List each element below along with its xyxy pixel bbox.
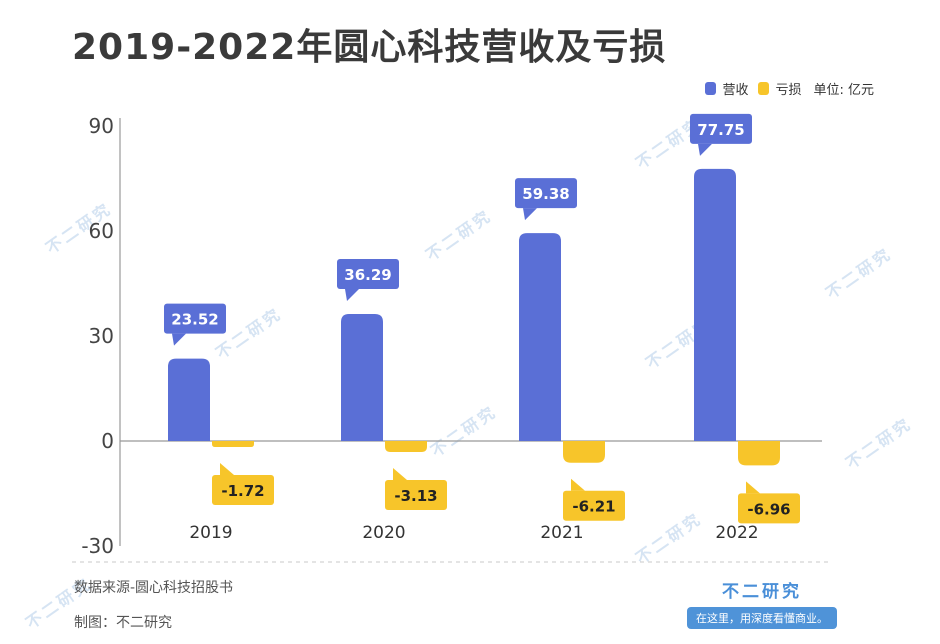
legend-label-revenue: 营收 — [722, 83, 749, 98]
loss-label-pointer — [393, 467, 407, 480]
x-tick-label: 2021 — [540, 523, 583, 543]
revenue-label-pointer — [698, 143, 712, 156]
loss-bar — [738, 441, 780, 466]
revenue-label-pointer — [345, 288, 359, 301]
revenue-bar — [519, 233, 561, 441]
chart-title: 2019-2022年圆心科技营收及亏损 — [72, 27, 667, 68]
legend-item-revenue: 营收 — [705, 79, 748, 98]
revenue-data-label: 59.38 — [522, 185, 569, 203]
loss-label-pointer — [220, 463, 234, 476]
loss-bar — [212, 441, 254, 448]
y-tick-label: 30 — [89, 324, 114, 348]
revenue-label-box — [690, 113, 752, 144]
loss-label-box — [212, 475, 274, 506]
revenue-data-label: 36.29 — [344, 266, 391, 284]
revenue-label-pointer — [172, 333, 186, 346]
revenue-bar — [168, 358, 210, 441]
data-source: 数据来源-圆心科技招股书 — [74, 580, 234, 596]
chart-axes: 90 60 30 0 -30 — [72, 114, 830, 563]
legend-swatch-loss — [758, 82, 770, 95]
legend-unit: 单位: 亿元 — [813, 83, 874, 98]
loss-label-pointer — [746, 481, 760, 494]
brand-name: 不二研究 — [722, 582, 802, 602]
x-tick-label: 2022 — [715, 523, 758, 543]
legend-label-loss: 亏损 — [775, 83, 802, 98]
revenue-label-box — [337, 258, 399, 289]
loss-data-label: -6.21 — [572, 498, 615, 516]
revenue-data-label: 23.52 — [171, 311, 218, 329]
y-tick-label: 90 — [89, 114, 114, 138]
revenue-bar — [694, 168, 736, 441]
loss-label-box — [385, 479, 447, 510]
loss-data-label: -1.72 — [221, 482, 264, 500]
y-tick-label: 0 — [101, 429, 114, 453]
revenue-bar — [341, 313, 383, 441]
legend-swatch-revenue — [705, 82, 717, 95]
brand-logo: 不二研究 在这里，用深度看懂商业。 — [687, 577, 837, 629]
loss-data-label: -6.96 — [747, 500, 790, 518]
x-tick-label: 2019 — [189, 523, 232, 543]
chart-maker: 制图：不二研究 — [74, 615, 172, 631]
revenue-label-box — [164, 303, 226, 334]
chart-bars — [168, 168, 780, 466]
revenue-label-box — [515, 178, 577, 209]
loss-bar — [563, 441, 605, 463]
y-tick-label: -30 — [81, 534, 114, 558]
y-tick-label: 60 — [89, 219, 114, 243]
loss-label-pointer — [571, 478, 585, 491]
loss-data-label: -3.13 — [394, 487, 437, 505]
loss-label-box — [563, 490, 625, 521]
loss-bar — [385, 441, 427, 452]
revenue-data-label: 77.75 — [697, 121, 744, 139]
legend: 营收 亏损 单位: 亿元 — [705, 79, 874, 98]
chart-labels: 2019 23.52 -1.72 2020 36.29 -3.13 2021 59.38 -6.… — [164, 113, 800, 543]
x-tick-label: 2020 — [362, 523, 405, 543]
legend-item-loss: 亏损 — [758, 79, 801, 98]
brand-slogan: 在这里，用深度看懂商业。 — [687, 607, 837, 629]
loss-label-box — [738, 493, 800, 524]
revenue-label-pointer — [523, 208, 537, 221]
